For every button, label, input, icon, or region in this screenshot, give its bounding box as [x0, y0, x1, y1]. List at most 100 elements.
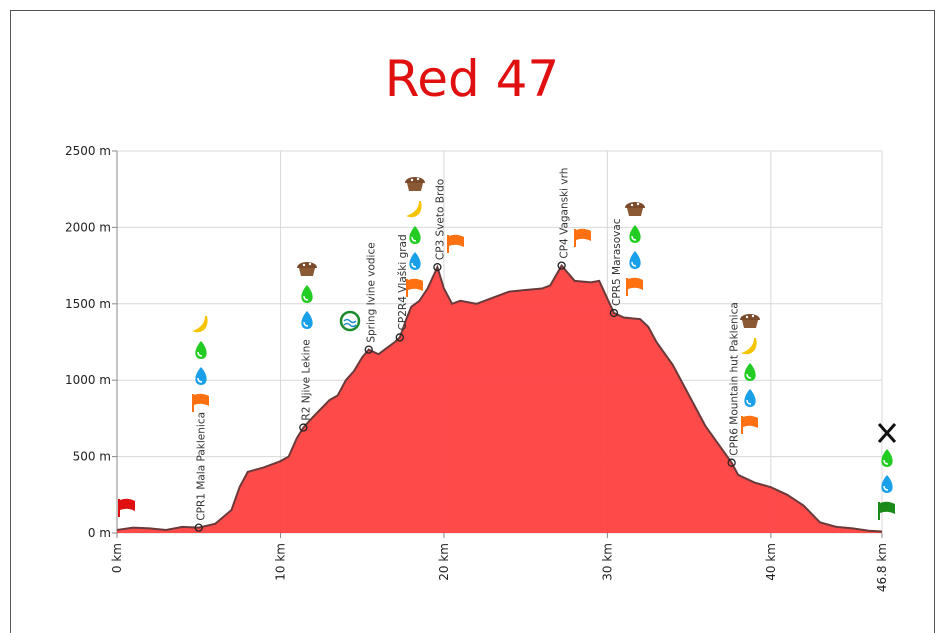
checkpoint-label: CP4 Vaganski vrh — [559, 168, 571, 259]
drop-shine — [746, 373, 752, 379]
muffin-dot — [302, 263, 306, 267]
checkpoint-marker — [395, 333, 404, 342]
checkpoint-marker — [609, 308, 619, 318]
muffin-dot — [751, 314, 755, 318]
drop-shine — [746, 399, 752, 405]
chart-title: Red 47 — [385, 50, 560, 108]
checkpoint-label: CP3 Sveto Brdo — [434, 179, 446, 260]
icon — [339, 310, 361, 332]
muffin-base — [299, 268, 315, 276]
muffin-dot — [745, 315, 749, 319]
icon — [744, 363, 756, 381]
y-tick-label: 1500 m — [65, 297, 111, 311]
icon — [740, 314, 760, 328]
flag-cloth — [743, 415, 758, 428]
muffin-top — [297, 262, 317, 268]
muffin-dot — [410, 178, 414, 182]
y-tick-label: 0 m — [88, 526, 111, 540]
x-tick-label: 0 km — [110, 543, 124, 573]
drop-shine — [411, 262, 417, 268]
icon — [881, 449, 893, 467]
muffin-base — [627, 208, 643, 216]
icon — [625, 202, 645, 216]
muffin-top — [405, 177, 425, 183]
checkpoint-label: Spring Ivine vodice — [366, 242, 378, 342]
flag-cloth — [194, 393, 209, 406]
drop-shine — [197, 351, 203, 357]
flag-cloth — [628, 277, 643, 290]
checkpoint-marker — [364, 345, 373, 354]
icon — [878, 501, 895, 520]
icon — [405, 177, 425, 191]
flag-cloth — [449, 234, 464, 247]
y-tick-label: 2000 m — [65, 220, 111, 234]
banana-icon — [406, 201, 422, 218]
checkpoint-label: CP2R4 Vlaški grad — [397, 234, 409, 330]
x-tick-label: 20 km — [437, 543, 451, 581]
x-tick-label: 46.8 km — [875, 543, 889, 592]
checkpoint-label: CPR1 Mala Paklenica — [196, 412, 208, 521]
icon — [409, 226, 421, 244]
icon — [409, 252, 421, 270]
x-tick-label: 30 km — [600, 543, 614, 581]
checkpoint-marker — [194, 523, 203, 532]
icon — [574, 228, 591, 247]
icon — [626, 277, 643, 296]
flag-cloth — [880, 501, 895, 514]
icon — [744, 389, 756, 407]
drop-shine — [631, 235, 637, 241]
icon — [301, 285, 313, 303]
y-tick-label: 2500 m — [65, 144, 111, 158]
checkpoint-label: R2 Njive Lekine — [300, 339, 312, 420]
drop-shine — [303, 295, 309, 301]
x-tick-label: 40 km — [764, 543, 778, 581]
muffin-top — [625, 202, 645, 208]
flag-cloth — [120, 498, 135, 511]
icon — [881, 475, 893, 493]
icon — [297, 262, 317, 276]
icon — [629, 225, 641, 243]
checkpoint-label: CPR6 Mountain hut Paklenica — [729, 302, 741, 456]
checkpoint-marker — [433, 262, 442, 272]
flag-cloth — [576, 228, 591, 241]
profile-line — [116, 263, 883, 533]
drop-shine — [631, 261, 637, 267]
muffin-base — [407, 183, 423, 191]
muffin-base — [742, 320, 758, 328]
icon — [195, 341, 207, 359]
flag-cloth — [408, 278, 423, 291]
icon — [192, 393, 209, 412]
banana-icon — [741, 338, 757, 355]
y-tick-label: 1000 m — [65, 373, 111, 387]
muffin-top — [740, 314, 760, 320]
drop-shine — [197, 377, 203, 383]
banana-icon — [192, 316, 208, 333]
y-tick-label: 500 m — [73, 450, 111, 464]
icon — [629, 251, 641, 269]
drop-shine — [883, 459, 889, 465]
muffin-dot — [308, 262, 312, 266]
icon — [301, 311, 313, 329]
checkpoint-label: CPR5 Marasovac — [611, 218, 623, 306]
drop-shine — [411, 236, 417, 242]
muffin-dot — [630, 203, 634, 207]
area — [117, 265, 882, 533]
icon — [195, 367, 207, 385]
icon — [118, 498, 135, 517]
checkpoint-marker — [299, 423, 308, 432]
spring-wave — [343, 318, 357, 328]
icon — [877, 423, 897, 443]
checkpoint-marker — [727, 458, 736, 467]
icon — [447, 234, 464, 253]
x-tick-label: 10 km — [273, 543, 287, 581]
drop-shine — [303, 321, 309, 327]
cutlery — [877, 423, 897, 443]
muffin-dot — [636, 202, 640, 206]
drop-shine — [883, 485, 889, 491]
icon — [741, 415, 758, 434]
muffin-dot — [416, 177, 420, 181]
icon — [406, 278, 423, 297]
checkpoint-marker — [557, 261, 566, 270]
